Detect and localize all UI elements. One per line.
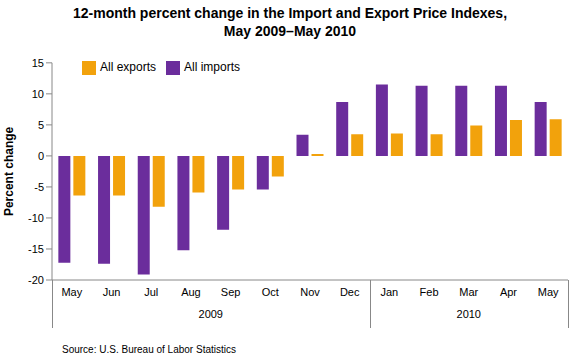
html-text:All imports: All imports — [184, 60, 240, 74]
svg-text:15: 15 — [32, 57, 44, 69]
svg-text:10: 10 — [32, 88, 44, 100]
html-text:Source: U.S. Bureau of Labor S: Source: U.S. Bureau of Labor Statistics — [62, 344, 236, 355]
html-text:2010: 2010 — [456, 308, 481, 320]
html-text:All exports: All exports — [100, 60, 156, 74]
svg-text:Feb: Feb — [420, 286, 439, 298]
svg-text:Jun: Jun — [103, 286, 121, 298]
svg-text:Sep: Sep — [221, 286, 241, 298]
svg-text:-15: -15 — [28, 243, 44, 255]
svg-text:Mar: Mar — [459, 286, 478, 298]
svg-text:Jul: Jul — [144, 286, 158, 298]
svg-text:May: May — [61, 286, 82, 298]
svg-text:0: 0 — [38, 150, 44, 162]
svg-text:Percent change: Percent change — [8, 126, 16, 216]
svg-text:-20: -20 — [28, 274, 44, 286]
svg-text:Dec: Dec — [340, 286, 360, 298]
html-text:12-month percent change in the: 12-month percent change in the Import an… — [73, 5, 507, 21]
html-text:May 2009–May 2010: May 2009–May 2010 — [223, 23, 357, 39]
html-text:2009: 2009 — [198, 308, 223, 320]
svg-text:Apr: Apr — [500, 286, 517, 298]
svg-text:Nov: Nov — [300, 286, 320, 298]
svg-text:-5: -5 — [34, 181, 44, 193]
svg-text:5: 5 — [38, 119, 44, 131]
svg-text:Aug: Aug — [181, 286, 201, 298]
svg-text:May: May — [538, 286, 559, 298]
svg-text:Oct: Oct — [262, 286, 279, 298]
svg-text:-10: -10 — [28, 212, 44, 224]
svg-text:Jan: Jan — [381, 286, 399, 298]
